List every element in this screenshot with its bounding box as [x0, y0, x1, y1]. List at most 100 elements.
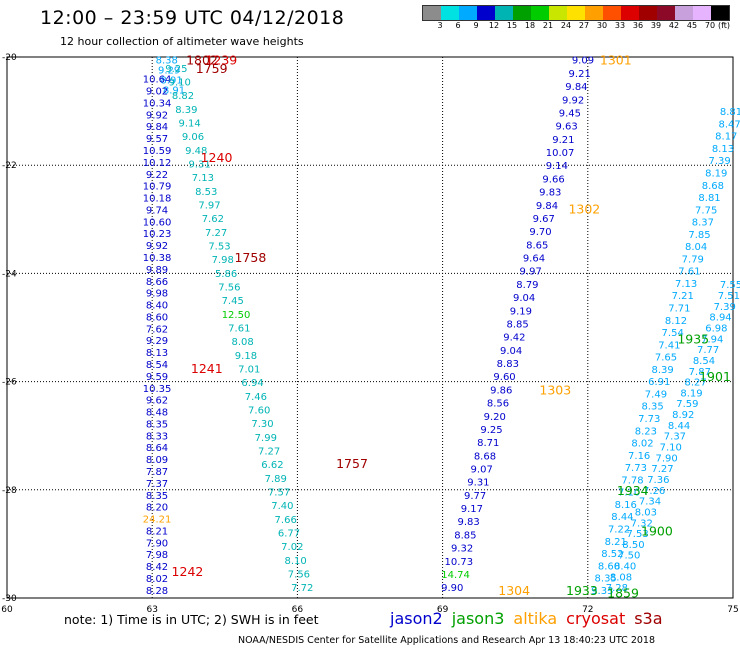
swh-value: 7.13	[192, 173, 214, 184]
colorbar-swatch	[675, 6, 693, 20]
swh-value: 10.73	[444, 557, 473, 568]
swh-value: 7.89	[265, 474, 287, 485]
swh-value: 8.19	[705, 168, 727, 179]
swh-value: 9.29	[158, 66, 180, 77]
swh-value: 9.74	[146, 205, 168, 216]
swh-value: 9.22	[146, 170, 168, 181]
swh-value: 9.31	[188, 159, 210, 170]
pass-time-label: 1242	[172, 564, 204, 579]
lon-tick-label: 75	[727, 605, 738, 615]
swh-value: 9.59	[146, 372, 168, 383]
swh-value: 7.66	[275, 515, 297, 526]
swh-value: 10.60	[143, 217, 172, 228]
satellite-legend-item: s3a	[634, 609, 663, 628]
swh-value: 8.33	[146, 431, 168, 442]
swh-value: 10.07	[546, 148, 575, 159]
lat-tick-label: -22	[2, 161, 17, 171]
swh-value: 9.29	[146, 336, 168, 347]
swh-value: 7.87	[146, 467, 168, 478]
map-subtitle: 12 hour collection of altimeter wave hei…	[60, 35, 304, 48]
swh-value: 7.71	[668, 304, 690, 315]
swh-value: 8.09	[146, 455, 168, 466]
swh-value: 7.49	[645, 389, 667, 400]
swh-value: 8.10	[284, 556, 306, 567]
swh-value: 9.67	[533, 214, 555, 225]
pass-time-label: 1301	[600, 53, 632, 68]
swh-value: 9.07	[471, 464, 493, 475]
swh-value: 7.45	[222, 296, 244, 307]
swh-value: 8.02	[631, 439, 653, 450]
swh-value: 8.16	[615, 500, 637, 511]
colorbar-label: 21	[542, 21, 554, 30]
swh-value: 9.20	[484, 412, 506, 423]
swh-value: 9.60	[493, 372, 515, 383]
colorbar-labels: 3 6 9 12 15 18 21 24 27 30 33 36 39 42 45 70 (ft)	[422, 21, 730, 33]
swh-value: 7.98	[212, 255, 234, 266]
swh-value: 7.41	[658, 340, 680, 351]
pass-time-label: 1757	[336, 456, 368, 471]
swh-value: 9.45	[559, 108, 581, 119]
swh-value: 7.39	[708, 156, 730, 167]
swh-value: 7.46	[245, 392, 267, 403]
colorbar	[422, 5, 730, 21]
colorbar-label: 18	[524, 21, 536, 30]
swh-value: 8.27	[685, 378, 707, 389]
swh-value: 8.39	[652, 365, 674, 376]
swh-value: 7.10	[660, 443, 682, 454]
swh-value: 10.12	[143, 158, 172, 169]
swh-value: 8.02	[146, 574, 168, 585]
swh-value: 7.40	[271, 501, 293, 512]
swh-value: 9.98	[146, 289, 168, 300]
swh-value: 9.64	[523, 254, 545, 265]
lat-tick-label: -24	[2, 269, 17, 279]
swh-value: 7.26	[643, 486, 665, 497]
swh-value: 8.17	[715, 132, 737, 143]
colorbar-label: 30	[596, 21, 608, 30]
swh-value: 7.61	[678, 267, 700, 278]
swh-value: 8.28	[146, 586, 168, 597]
swh-value: 10.59	[143, 146, 172, 157]
satellite-legend-item: jason2	[390, 609, 443, 628]
swh-value: 9.77	[464, 491, 486, 502]
lat-tick-label: -28	[2, 486, 17, 496]
swh-value: 7.59	[676, 399, 698, 410]
swh-value: 7.28	[606, 583, 628, 594]
lat-tick-label: -20	[2, 53, 17, 63]
swh-value: 8.54	[693, 356, 715, 367]
pass-time-label: 1302	[568, 201, 600, 216]
pass-time-label: 1303	[539, 383, 571, 398]
swh-value: 7.57	[268, 488, 290, 499]
colorbar-swatch	[693, 6, 711, 20]
swh-value: 9.18	[235, 351, 257, 362]
colorbar-swatch	[495, 6, 513, 20]
swh-value: 6.62	[261, 460, 283, 471]
swh-value: 9.48	[185, 146, 207, 157]
swh-value: 8.71	[477, 438, 499, 449]
colorbar-label: 33	[614, 21, 626, 30]
swh-value: 8.81	[698, 193, 720, 204]
swh-value: 10.64	[143, 75, 172, 86]
swh-value: 10.38	[143, 253, 172, 264]
swh-value: 9.92	[146, 241, 168, 252]
colorbar-label: 24	[560, 21, 572, 30]
swh-value: 9.14	[179, 118, 201, 129]
swh-value: 9.86	[490, 385, 512, 396]
swh-value: 7.78	[621, 475, 643, 486]
satellite-legend-item: altika	[513, 609, 558, 628]
colorbar-swatch	[441, 6, 459, 20]
pass-time-label: 1859	[607, 586, 639, 601]
swh-value: 24.21	[143, 515, 172, 526]
swh-value: 9.04	[500, 346, 522, 357]
swh-value: 7.65	[655, 353, 677, 364]
swh-value: 6.91	[648, 377, 670, 388]
swh-value: 10.23	[143, 229, 172, 240]
swh-value: 8.47	[719, 119, 740, 130]
swh-value: 14.74	[441, 570, 470, 581]
colorbar-swatch	[603, 6, 621, 20]
swh-value: 9.83	[539, 188, 561, 199]
colorbar-label: 45	[686, 21, 698, 30]
swh-value: 7.36	[647, 475, 669, 486]
swh-value: 9.92	[562, 95, 584, 106]
colorbar-label: 15	[506, 21, 518, 30]
swh-value: 9.42	[503, 333, 525, 344]
